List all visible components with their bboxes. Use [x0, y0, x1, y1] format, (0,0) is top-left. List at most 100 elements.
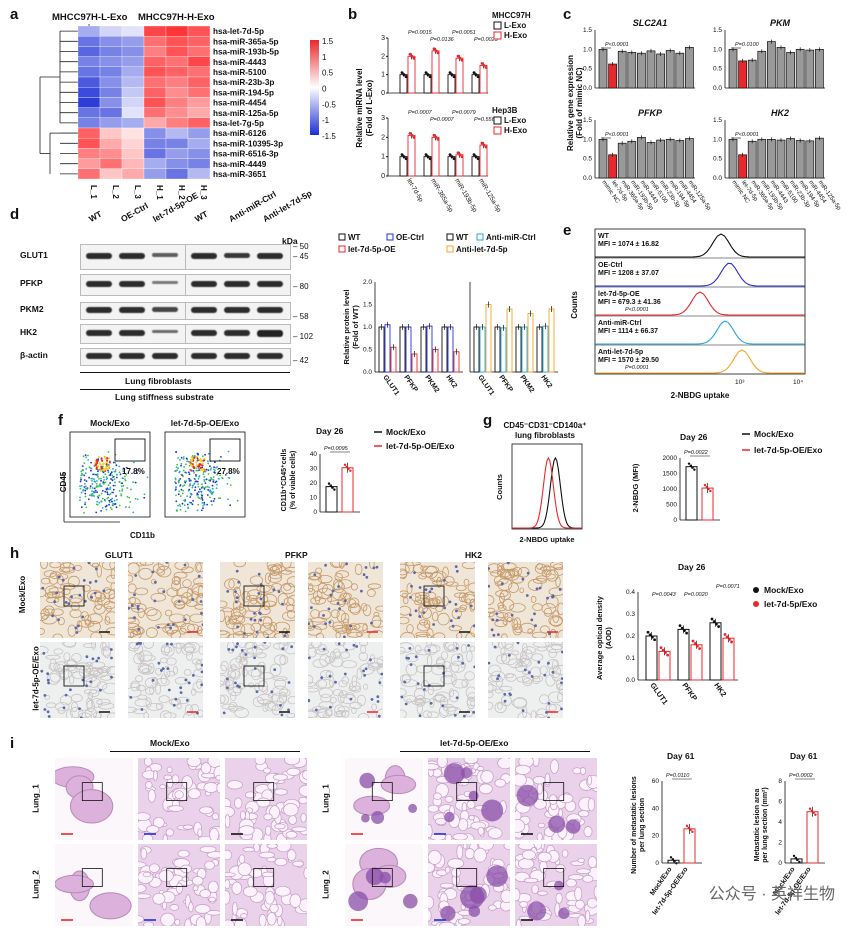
dot	[448, 153, 452, 157]
flow-dot	[197, 483, 200, 485]
heatmap-cell	[77, 107, 101, 118]
y-axis-label: (Fold of L-Exo)	[365, 79, 374, 136]
alveolus	[181, 876, 190, 882]
tissue	[341, 676, 350, 685]
flow-dot	[175, 494, 177, 497]
tissue	[77, 709, 93, 718]
dot	[671, 858, 674, 861]
flow-dot	[107, 488, 110, 491]
bar	[325, 486, 338, 513]
alveolus	[468, 815, 475, 821]
tissue	[490, 570, 503, 577]
alveolus	[428, 895, 435, 910]
tissue	[490, 670, 506, 683]
tissue	[224, 615, 230, 626]
nucleus	[185, 699, 189, 702]
flow-dot	[213, 468, 215, 471]
tissue	[536, 563, 543, 570]
heatmap-cell	[99, 117, 123, 129]
tissue	[341, 710, 350, 718]
nucleus	[140, 708, 144, 711]
bar	[527, 313, 534, 373]
alveolus	[184, 918, 192, 926]
flow-dot	[176, 469, 179, 471]
tissue	[43, 605, 55, 617]
dot	[472, 71, 476, 75]
he-mid	[138, 844, 220, 926]
flow-dot	[79, 485, 81, 487]
nucleus	[200, 683, 203, 687]
flow-dot	[195, 456, 198, 459]
flow-dot	[120, 494, 123, 497]
bar	[378, 326, 385, 373]
tissue	[373, 611, 380, 617]
dot	[709, 489, 712, 493]
heatmap-cell	[165, 76, 189, 88]
dot	[715, 622, 718, 626]
zoom-box	[456, 868, 478, 888]
alveolus	[208, 896, 216, 903]
alveolus	[266, 912, 277, 926]
nucleus	[345, 648, 348, 652]
tissue	[362, 683, 369, 690]
flow-dot	[186, 460, 188, 463]
alveolus	[439, 882, 454, 889]
flow-dot	[108, 499, 111, 502]
flow-dot	[90, 461, 92, 464]
flow-dot	[194, 489, 196, 491]
heatmap-col-label: H_1	[155, 185, 164, 200]
flow-dot	[200, 490, 202, 493]
tissue	[333, 581, 345, 594]
y-tick: 2	[381, 134, 385, 141]
gate-value: 17.8%	[122, 467, 145, 476]
nucleus	[222, 711, 226, 715]
flow-dot	[99, 483, 102, 485]
alveolus	[288, 814, 297, 825]
tissue	[358, 651, 369, 661]
tissue	[269, 565, 286, 573]
he-row-label: Lung_1	[321, 784, 331, 813]
flow-dot	[229, 484, 232, 486]
ihc-zoom	[308, 642, 383, 718]
alveolus	[283, 803, 299, 817]
flow-dot	[190, 456, 193, 459]
tissue	[96, 597, 111, 606]
tissue	[230, 607, 241, 620]
panel-c-label: c	[563, 6, 572, 23]
tissue	[414, 695, 426, 707]
tissue	[252, 696, 265, 708]
tissue	[97, 702, 115, 710]
zoom-box	[166, 782, 188, 802]
marker-label: – 50	[293, 242, 309, 251]
tissue	[242, 610, 257, 619]
dot	[810, 809, 813, 812]
flow-dot	[88, 466, 91, 469]
nucleus	[234, 600, 238, 604]
tissue	[86, 699, 95, 713]
tissue	[248, 682, 255, 688]
dot	[685, 631, 688, 635]
nucleus	[523, 668, 527, 672]
flow-dot	[179, 459, 181, 461]
tissue	[539, 566, 557, 572]
tissue	[89, 591, 107, 603]
x-tick: HK2	[444, 374, 458, 390]
band	[86, 353, 112, 359]
flow-dot	[80, 506, 83, 509]
flow-dot	[202, 505, 205, 507]
alveolus	[503, 844, 510, 850]
flow-dot	[136, 469, 138, 471]
tissue	[449, 688, 455, 697]
nucleus	[88, 581, 92, 584]
bar	[815, 48, 824, 89]
alveolus	[456, 844, 464, 860]
nucleus	[537, 660, 541, 664]
y-tick: 0.0	[626, 677, 635, 684]
tissue	[166, 587, 179, 597]
flow-dot	[198, 475, 201, 477]
alveolus	[537, 851, 552, 863]
heatmap-cell	[187, 138, 211, 149]
alveolus	[544, 773, 551, 786]
alveolus	[207, 758, 220, 768]
nucleus	[281, 647, 285, 651]
